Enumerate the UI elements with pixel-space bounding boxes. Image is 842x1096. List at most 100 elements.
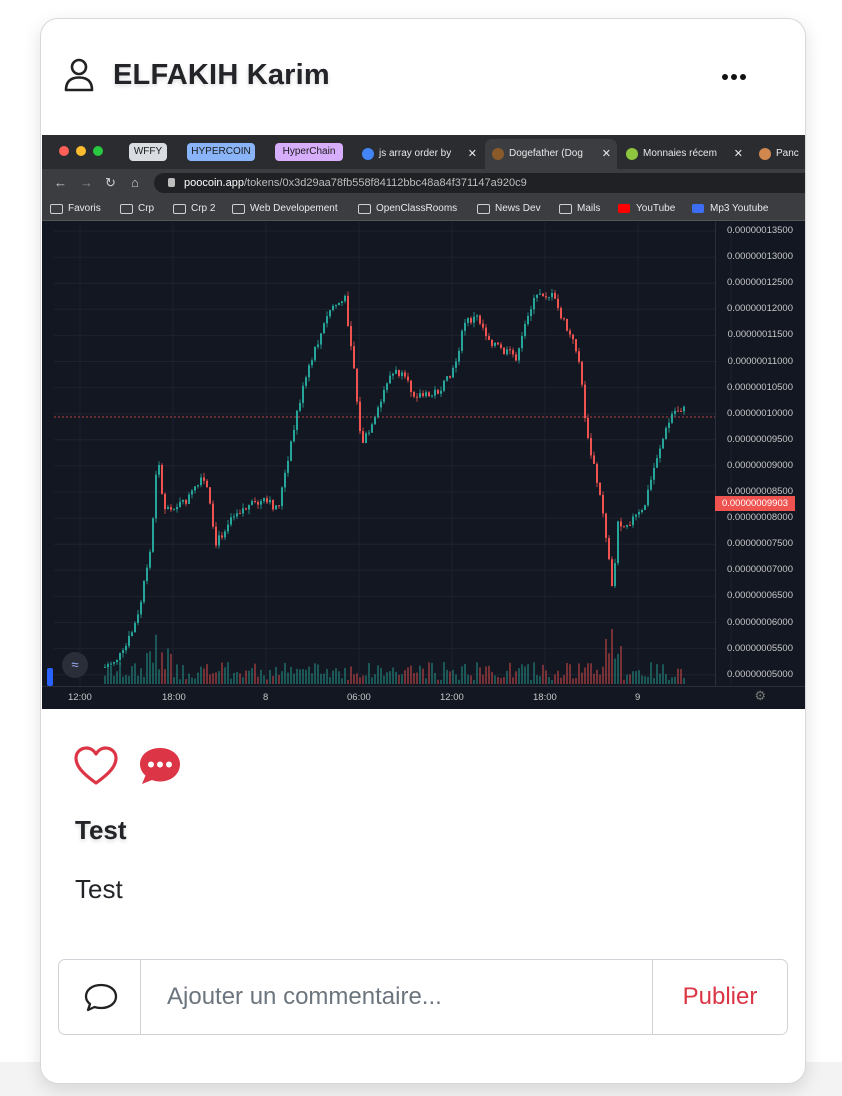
volume-bar [371,677,373,684]
candle-body [242,508,244,514]
candle-body [320,333,322,345]
volume-bar [413,673,415,684]
volume-bar [329,677,331,684]
candle-body [488,336,490,340]
volume-bar [422,668,424,684]
volume-bar [434,672,436,684]
tab-group-pill: HYPERCOIN [187,143,255,161]
comment-bubble-icon[interactable] [137,745,183,787]
volume-bar [365,675,367,684]
volume-bar [527,664,529,684]
candle-body [677,410,679,412]
price-tick-label: 0.00000005500 [726,642,793,654]
candle-body [590,437,592,456]
time-axis: 12:00 18:00 8 06:00 12:00 18:00 9 [42,686,805,709]
candle-body [395,370,397,374]
volume-bar [617,653,619,684]
folder-icon [477,204,490,214]
volume-bar [299,669,301,684]
candle-body [326,316,328,324]
coingecko-icon [626,148,638,160]
poocoin-icon [492,148,504,160]
close-tab-icon: ✕ [733,148,743,160]
candle-body [209,487,211,504]
candle-body [158,465,160,475]
candle-body [614,563,616,587]
bookmark-label: Crp [138,203,155,214]
volume-bar [635,671,637,684]
volume-bar [257,676,259,684]
candle-body [161,465,163,494]
price-tick-label: 0.00000009500 [726,433,793,445]
volume-bar [176,664,178,684]
candle-body [491,339,493,346]
candle-body [296,410,298,430]
volume-bar [191,677,193,684]
comment-input[interactable] [141,960,653,1034]
candle-body [137,614,139,623]
candle-body [122,650,124,653]
tab-group-pill: WFFY [129,143,167,161]
url-field: poocoin.app/tokens/0x3d29aa78fb558f84112… [154,173,805,193]
volume-bar [437,679,439,684]
volume-bar [554,674,556,684]
candle-body [350,325,352,347]
time-tick-label: 12:00 [440,692,464,703]
candle-body [641,510,643,513]
price-tick-label: 0.00000010000 [726,407,793,419]
candle-body [605,513,607,538]
candle-body [371,424,373,433]
volume-bar [200,666,202,684]
candle-body [494,342,496,346]
volume-bar [152,662,154,684]
volume-bar [305,669,307,684]
candle-body [275,505,277,510]
candle-body [647,489,649,506]
volume-bar [341,678,343,684]
volume-bar [230,678,232,684]
volume-bar [647,676,649,684]
volume-bar [287,672,289,684]
candle-body [554,292,556,299]
candle-body [227,524,229,532]
folder-icon [50,204,63,214]
volume-bar [137,675,139,684]
volume-bar [404,670,406,684]
volume-bar [584,667,586,684]
publish-button[interactable]: Publier [652,959,788,1035]
volume-bar [620,646,622,684]
volume-bar [587,663,589,684]
folder-icon [173,204,186,214]
volume-bar [458,679,460,684]
candle-body [398,370,400,376]
video-icon [692,204,704,213]
candle-body [656,458,658,468]
volume-bar [332,670,334,684]
more-options-button[interactable] [713,61,755,93]
heart-icon[interactable] [73,745,119,787]
candle-body [206,480,208,488]
volume-bar [536,674,538,684]
candle-body [671,413,673,423]
volume-bar [611,628,613,684]
volume-bar [335,668,337,684]
volume-bar [485,666,487,684]
volume-bar [248,670,250,684]
candle-body [185,499,187,504]
candle-body [452,367,454,378]
volume-bar [263,675,265,684]
candle-body [329,310,331,317]
candle-body [116,660,118,663]
volume-bar [416,672,418,684]
candle-body [221,535,223,538]
candle-body [248,504,250,510]
volume-bar [116,671,118,684]
candle-body [287,460,289,473]
candle-body [149,551,151,568]
volume-bar [266,679,268,684]
candle-body [215,526,217,546]
candle-body [164,493,166,510]
price-tick-label: 0.00000012500 [726,277,793,289]
volume-bar [164,669,166,684]
candle-body [443,380,445,391]
